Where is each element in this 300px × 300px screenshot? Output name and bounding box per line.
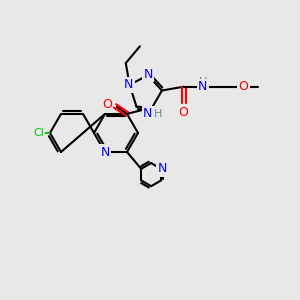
Text: N: N — [124, 78, 133, 91]
Text: O: O — [102, 98, 112, 111]
Text: N: N — [143, 68, 153, 81]
Text: N: N — [158, 162, 167, 176]
Text: O: O — [238, 80, 248, 93]
Text: H: H — [154, 109, 162, 119]
Text: N: N — [198, 80, 207, 93]
Text: Cl: Cl — [33, 128, 44, 138]
Text: N: N — [100, 146, 110, 158]
Text: H: H — [198, 77, 207, 87]
Text: N: N — [143, 107, 152, 120]
Text: O: O — [179, 106, 188, 119]
